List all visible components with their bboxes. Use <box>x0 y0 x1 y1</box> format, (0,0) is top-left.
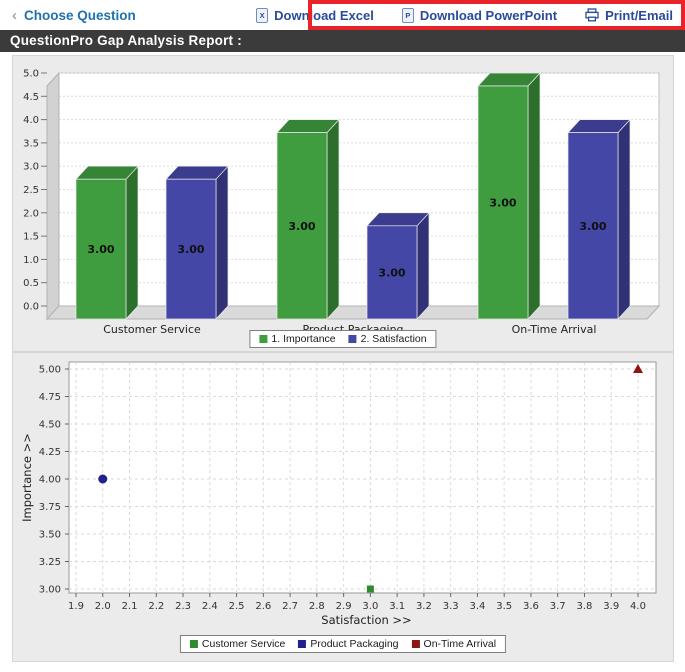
svg-text:3.00: 3.00 <box>177 243 204 256</box>
svg-text:3.4: 3.4 <box>469 601 485 612</box>
svg-text:3.25: 3.25 <box>39 557 61 568</box>
scatter-chart-panel: 1.9 2.0 2.1 2.2 2.3 2.4 2.5 2.6 2.7 2.8 2.9 3.0 3.1 3… <box>12 352 674 662</box>
svg-text:Customer Service: Customer Service <box>103 323 201 336</box>
svg-text:2.8: 2.8 <box>309 601 325 612</box>
legend-label: 2. Satisfaction <box>360 333 427 345</box>
svg-text:3.5: 3.5 <box>496 601 512 612</box>
svg-text:3.00: 3.00 <box>378 266 405 279</box>
download-excel-label: Download Excel <box>274 7 374 23</box>
svg-text:4.75: 4.75 <box>39 392 61 403</box>
svg-text:2.2: 2.2 <box>148 601 164 612</box>
svg-text:3.00: 3.00 <box>87 243 114 256</box>
legend-label: On-Time Arrival <box>423 638 497 650</box>
svg-text:3.9: 3.9 <box>603 601 619 612</box>
legend-swatch <box>411 640 420 648</box>
legend-swatch <box>348 335 357 343</box>
bar-chart-legend: 1. Importance 2. Satisfaction <box>249 330 437 348</box>
download-powerpoint-link[interactable]: P Download PowerPoint <box>401 7 558 23</box>
svg-text:0.0: 0.0 <box>23 302 39 313</box>
svg-text:5.00: 5.00 <box>39 365 61 376</box>
export-actions: X Download Excel P Download PowerPoint P… <box>256 7 679 23</box>
svg-text:3.00: 3.00 <box>288 220 315 233</box>
legend-item: On-Time Arrival <box>411 638 497 650</box>
svg-text:2.9: 2.9 <box>336 601 352 612</box>
printer-icon <box>585 8 599 22</box>
svg-text:4.0: 4.0 <box>23 115 39 126</box>
svg-text:2.4: 2.4 <box>202 601 218 612</box>
svg-text:5.0: 5.0 <box>23 69 39 80</box>
gap-scatter-plot: 1.9 2.0 2.1 2.2 2.3 2.4 2.5 2.6 2.7 2.8 2.9 3.0 3.1 3… <box>20 361 657 627</box>
svg-text:1.5: 1.5 <box>23 232 39 243</box>
svg-text:3.3: 3.3 <box>443 601 459 612</box>
legend-item: Customer Service <box>189 638 286 650</box>
svg-text:2.7: 2.7 <box>282 601 298 612</box>
svg-text:3.8: 3.8 <box>577 601 593 612</box>
charts-area: 0.0 0.5 1.0 1.5 2.0 2.5 3.0 3.5 4.0 4.5 5.0 3.00 3.0… <box>12 55 674 662</box>
svg-text:3.75: 3.75 <box>39 502 61 513</box>
svg-text:4.25: 4.25 <box>39 447 61 458</box>
svg-text:3.6: 3.6 <box>523 601 539 612</box>
download-powerpoint-label: Download PowerPoint <box>419 7 558 23</box>
svg-text:2.6: 2.6 <box>255 601 271 612</box>
page-title: QuestionPro Gap Analysis Report : <box>10 33 242 48</box>
svg-text:Satisfaction >>: Satisfaction >> <box>321 613 411 627</box>
toolbar: ‹ Choose Question X Download Excel P Dow… <box>0 0 685 30</box>
legend-item: 1. Importance <box>259 333 336 345</box>
legend-item: Product Packaging <box>298 638 399 650</box>
back-chevron-icon: ‹ <box>12 6 17 24</box>
svg-text:3.00: 3.00 <box>489 197 516 210</box>
print-email-link[interactable]: Print/Email <box>585 8 673 23</box>
svg-text:1.0: 1.0 <box>23 255 39 266</box>
svg-text:Importance >>: Importance >> <box>20 433 34 522</box>
legend-label: 1. Importance <box>271 333 336 345</box>
importance-satisfaction-bar-chart: 0.0 0.5 1.0 1.5 2.0 2.5 3.0 3.5 4.0 4.5 5.0 3.00 3.0… <box>23 69 661 336</box>
scatter-chart-legend: Customer Service Product Packaging On-Time… <box>179 635 507 653</box>
legend-label: Product Packaging <box>310 638 399 650</box>
svg-text:3.00: 3.00 <box>39 585 61 596</box>
svg-text:4.00: 4.00 <box>39 475 61 486</box>
svg-text:4.5: 4.5 <box>23 92 39 103</box>
svg-text:3.5: 3.5 <box>23 138 39 149</box>
svg-text:2.0: 2.0 <box>95 601 111 612</box>
svg-text:3.0: 3.0 <box>362 601 378 612</box>
svg-text:3.7: 3.7 <box>550 601 566 612</box>
svg-text:4.0: 4.0 <box>630 601 646 612</box>
svg-text:4.50: 4.50 <box>39 420 61 431</box>
download-excel-link[interactable]: X Download Excel <box>256 7 374 23</box>
svg-text:2.1: 2.1 <box>122 601 138 612</box>
svg-text:3.1: 3.1 <box>389 601 405 612</box>
choose-question-link[interactable]: ‹ Choose Question <box>12 8 136 23</box>
svg-text:On-Time Arrival: On-Time Arrival <box>512 323 597 336</box>
svg-text:2.5: 2.5 <box>229 601 245 612</box>
legend-swatch <box>189 640 198 648</box>
report-header: QuestionPro Gap Analysis Report : <box>0 30 685 52</box>
svg-text:3.0: 3.0 <box>23 162 39 173</box>
bar-chart-panel: 0.0 0.5 1.0 1.5 2.0 2.5 3.0 3.5 4.0 4.5 5.0 3.00 3.0… <box>12 55 674 352</box>
legend-swatch <box>259 335 268 343</box>
legend-label: Customer Service <box>201 638 286 650</box>
legend-swatch <box>298 640 307 648</box>
svg-text:0.5: 0.5 <box>23 278 39 289</box>
svg-text:3.50: 3.50 <box>39 530 61 541</box>
svg-text:2.5: 2.5 <box>23 185 39 196</box>
excel-file-icon: X <box>256 7 269 23</box>
svg-text:3.2: 3.2 <box>416 601 432 612</box>
print-email-label: Print/Email <box>605 7 673 23</box>
svg-text:2.3: 2.3 <box>175 601 191 612</box>
svg-text:3.00: 3.00 <box>579 220 606 233</box>
svg-text:1.9: 1.9 <box>68 601 84 612</box>
choose-question-label: Choose Question <box>24 7 136 23</box>
legend-item: 2. Satisfaction <box>348 333 427 345</box>
svg-text:2.0: 2.0 <box>23 208 39 219</box>
powerpoint-file-icon: P <box>401 7 414 23</box>
